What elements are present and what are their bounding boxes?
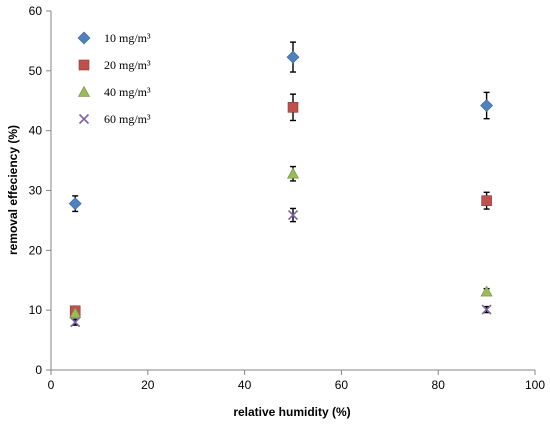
y-axis-title: removal effeciency (%) xyxy=(6,125,20,255)
legend-label: 60 mg/m³ xyxy=(104,112,151,126)
y-tick-label: 20 xyxy=(29,243,43,257)
data-point-series-1 xyxy=(480,99,494,112)
legend-item: 20 mg/m³ xyxy=(78,58,151,72)
data-point-series-2 xyxy=(481,195,492,206)
x-tick-label: 100 xyxy=(525,378,545,392)
y-tick-label: 30 xyxy=(29,184,43,198)
axes: 0 10 20 30 40 50 60 0 20 40 60 80 100 xyxy=(29,4,546,392)
data-point-series-3 xyxy=(480,285,493,297)
x-tick-label: 0 xyxy=(48,378,55,392)
legend-marker xyxy=(78,113,90,125)
x-tick-label: 20 xyxy=(141,378,155,392)
legend-marker xyxy=(78,59,90,71)
y-tick-label: 50 xyxy=(29,64,43,78)
x-tick-label: 60 xyxy=(335,378,349,392)
x-axis-title: relative humidity (%) xyxy=(233,405,350,419)
legend-label: 10 mg/m³ xyxy=(104,31,151,45)
legend-label: 20 mg/m³ xyxy=(104,58,151,72)
legend-marker xyxy=(77,31,91,45)
legend-item: 60 mg/m³ xyxy=(78,112,151,126)
y-tick-label: 10 xyxy=(29,303,43,317)
data-point-series-1 xyxy=(68,197,82,211)
x-tick-label: 40 xyxy=(238,378,252,392)
data-point-series-3 xyxy=(69,307,82,318)
y-tick-label: 40 xyxy=(29,124,43,138)
data-points xyxy=(68,50,494,328)
data-point-series-4 xyxy=(287,209,299,221)
legend-item: 40 mg/m³ xyxy=(77,85,151,99)
legend-label: 40 mg/m³ xyxy=(104,85,151,99)
legend-item: 10 mg/m³ xyxy=(77,31,151,45)
legend: 10 mg/m³ 20 mg/m³ 40 mg/m³ 60 mg/m³ xyxy=(77,31,151,126)
x-tick-label: 80 xyxy=(432,378,446,392)
data-point-series-3 xyxy=(286,167,300,179)
data-point-series-1 xyxy=(286,50,300,64)
legend-marker xyxy=(77,85,91,97)
y-tick-label: 0 xyxy=(35,363,42,377)
data-point-series-4 xyxy=(481,304,492,315)
y-tick-label: 60 xyxy=(29,4,43,18)
data-point-series-2 xyxy=(287,102,299,113)
data-point-series-4 xyxy=(70,317,81,328)
